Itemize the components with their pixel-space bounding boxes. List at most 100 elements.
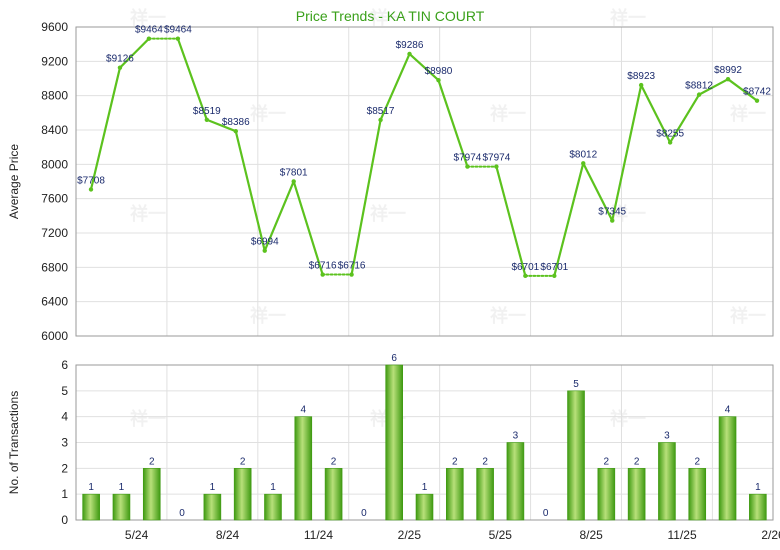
price-line-segment	[350, 118, 382, 276]
price-point	[638, 82, 644, 88]
price-data-label: $8923	[627, 71, 655, 82]
price-line-segment	[263, 180, 295, 252]
price-data-label: $8519	[193, 106, 221, 117]
price-y-tick-label: 8400	[41, 123, 68, 137]
watermark-text: 祥一	[130, 203, 166, 225]
price-line-segment	[379, 52, 411, 122]
price-y-tick-label: 9200	[41, 54, 68, 68]
price-point	[378, 117, 383, 123]
price-point	[610, 218, 615, 223]
price-data-label: $7801	[280, 167, 308, 178]
transactions-y-axis-title: No. of Transactions	[7, 391, 21, 494]
price-plot-border	[75, 26, 774, 337]
price-point	[146, 36, 152, 41]
price-data-label: $9126	[106, 54, 134, 65]
price-point	[175, 36, 181, 41]
watermark-text: 祥一	[610, 203, 646, 225]
price-point	[465, 164, 470, 169]
price-data-label: $6994	[251, 237, 279, 248]
price-y-tick-label: 6400	[41, 295, 68, 309]
price-data-label: $8517	[367, 106, 395, 117]
price-data-label: $7974	[482, 153, 510, 164]
transactions-bar	[627, 468, 646, 521]
price-data-label: $9464	[135, 25, 163, 36]
watermark-text: 祥一	[730, 103, 766, 125]
transactions-bar	[446, 468, 464, 521]
price-line-segment	[437, 79, 469, 168]
x-tick-label: 2/26	[761, 528, 780, 542]
price-data-label: $8386	[222, 117, 250, 128]
price-data-label: $8812	[685, 81, 713, 92]
transactions-y-tick-label: 5	[61, 384, 68, 398]
price-y-tick-label: 9600	[41, 20, 68, 34]
transactions-data-label: 1	[210, 482, 216, 493]
price-y-tick-label: 8800	[41, 89, 68, 103]
x-tick-label: 11/25	[668, 528, 697, 542]
price-point	[667, 140, 673, 145]
transactions-y-tick-label: 3	[61, 436, 68, 450]
price-line-segment	[205, 118, 237, 133]
transactions-data-label: 2	[331, 456, 337, 467]
price-line-segment	[118, 37, 151, 69]
watermark-text: 祥一	[370, 203, 406, 225]
transactions-bar	[233, 468, 252, 521]
transactions-data-label: 2	[149, 456, 155, 467]
transactions-bar	[385, 364, 403, 521]
x-tick-label: 2/25	[398, 528, 422, 542]
price-data-label: $7708	[77, 175, 105, 186]
price-data-label: $8255	[656, 128, 684, 139]
price-point	[552, 273, 557, 279]
transactions-bar	[415, 493, 434, 521]
price-point	[436, 78, 441, 83]
watermark-text: 祥一	[130, 408, 166, 430]
price-point	[581, 161, 586, 166]
transactions-bar	[506, 442, 525, 521]
price-data-label: $6716	[309, 261, 337, 272]
price-data-label: $9286	[396, 40, 424, 51]
price-line-panel: 6000 6400 6800 7200 7600 8000 8400 8800 9200 9600…	[7, 20, 774, 343]
transactions-data-label: 2	[482, 456, 488, 467]
transactions-data-label: 2	[452, 456, 458, 467]
transactions-bar	[476, 468, 494, 521]
price-line-segment	[292, 180, 324, 276]
transactions-y-tick-label: 1	[61, 487, 68, 501]
watermark-text: 祥一	[250, 305, 286, 327]
chart-title: Price Trends - KA TIN COURT	[296, 8, 485, 24]
price-point	[117, 65, 123, 70]
transactions-y-tick-label: 0	[61, 513, 68, 527]
watermark-text: 祥一	[130, 7, 166, 29]
transactions-data-label: 3	[513, 431, 519, 442]
transactions-data-label: 1	[422, 482, 428, 493]
transactions-data-label: 0	[179, 508, 185, 519]
price-point	[754, 98, 760, 103]
watermark-text: 祥一	[490, 103, 526, 125]
price-y-tick-label: 8000	[41, 157, 68, 171]
transactions-data-label: 1	[88, 482, 94, 493]
x-tick-label: 8/25	[579, 528, 603, 542]
transactions-bar	[82, 493, 100, 521]
transactions-bar	[142, 468, 161, 521]
watermark-text: 祥一	[730, 305, 766, 327]
price-point	[262, 248, 267, 253]
transactions-data-label: 6	[391, 353, 397, 364]
price-point	[523, 273, 528, 279]
transactions-bar	[749, 493, 767, 521]
transactions-data-label: 2	[694, 456, 700, 467]
transactions-bar	[567, 390, 585, 521]
price-line-segment	[611, 84, 643, 222]
transactions-y-tick-label: 4	[61, 410, 68, 424]
price-point	[696, 92, 702, 97]
price-y-tick-label: 7600	[41, 192, 68, 206]
transactions-data-label: 0	[361, 508, 367, 519]
price-line-segment	[640, 84, 672, 144]
price-point	[494, 164, 499, 169]
price-y-axis-title: Average Price	[7, 144, 21, 219]
transactions-y-tick-label: 6	[61, 358, 68, 372]
transactions-bar	[597, 468, 616, 521]
transactions-bar	[294, 416, 313, 521]
price-data-label: $7345	[598, 207, 626, 218]
price-data-label: $6716	[338, 261, 366, 272]
price-point	[233, 129, 238, 134]
price-point	[88, 187, 94, 192]
